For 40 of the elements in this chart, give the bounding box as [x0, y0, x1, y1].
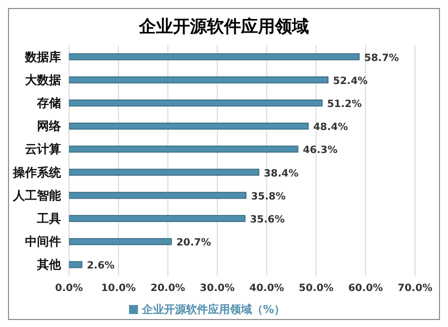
data-label: 35.6% [250, 214, 285, 226]
x-tick-label: 0.0% [55, 283, 83, 294]
legend-label: 企业开源软件应用领域（%） [142, 303, 286, 316]
bar [69, 168, 260, 176]
y-tick-label: 大数据 [25, 72, 61, 87]
bar [69, 261, 82, 268]
data-label: 35.8% [250, 191, 286, 202]
data-label: 48.4% [313, 122, 348, 134]
x-tick-label: 70.0% [398, 283, 432, 294]
x-tick-label: 20.0% [150, 283, 186, 294]
data-label: 51.2% [327, 98, 362, 110]
bar [69, 146, 298, 153]
x-tick-label: 10.0% [101, 283, 136, 294]
data-label: 46.3% [302, 145, 338, 156]
x-tick-label: 40.0% [249, 283, 284, 294]
bar [69, 192, 246, 199]
y-tick-label: 工具 [36, 212, 61, 226]
x-tick-label: 30.0% [200, 283, 235, 294]
bar [69, 238, 172, 246]
bar [69, 214, 246, 222]
chart-title: 企业开源软件应用领域 [138, 16, 310, 39]
bar [69, 99, 323, 106]
y-tick-label: 操作系统 [12, 165, 62, 180]
data-label: 38.4% [264, 168, 299, 180]
y-tick-label: 网络 [37, 119, 62, 134]
x-tick-label: 50.0% [298, 283, 334, 294]
bar [69, 122, 309, 130]
y-tick-label: 人工智能 [12, 188, 62, 202]
data-label: 20.7% [176, 238, 212, 249]
y-tick-label: 中间件 [25, 234, 61, 249]
y-tick-label: 云计算 [25, 142, 61, 156]
data-label: 58.7% [364, 52, 399, 64]
y-tick-label: 其他 [36, 258, 62, 272]
y-tick-label: 存储 [36, 96, 61, 110]
y-tick-label: 数据库 [24, 50, 61, 64]
data-label: 52.4% [333, 76, 368, 87]
bar [69, 53, 360, 60]
data-label: 2.6% [86, 260, 115, 272]
x-tick-label: 60.0% [348, 283, 383, 294]
bar [69, 76, 329, 84]
